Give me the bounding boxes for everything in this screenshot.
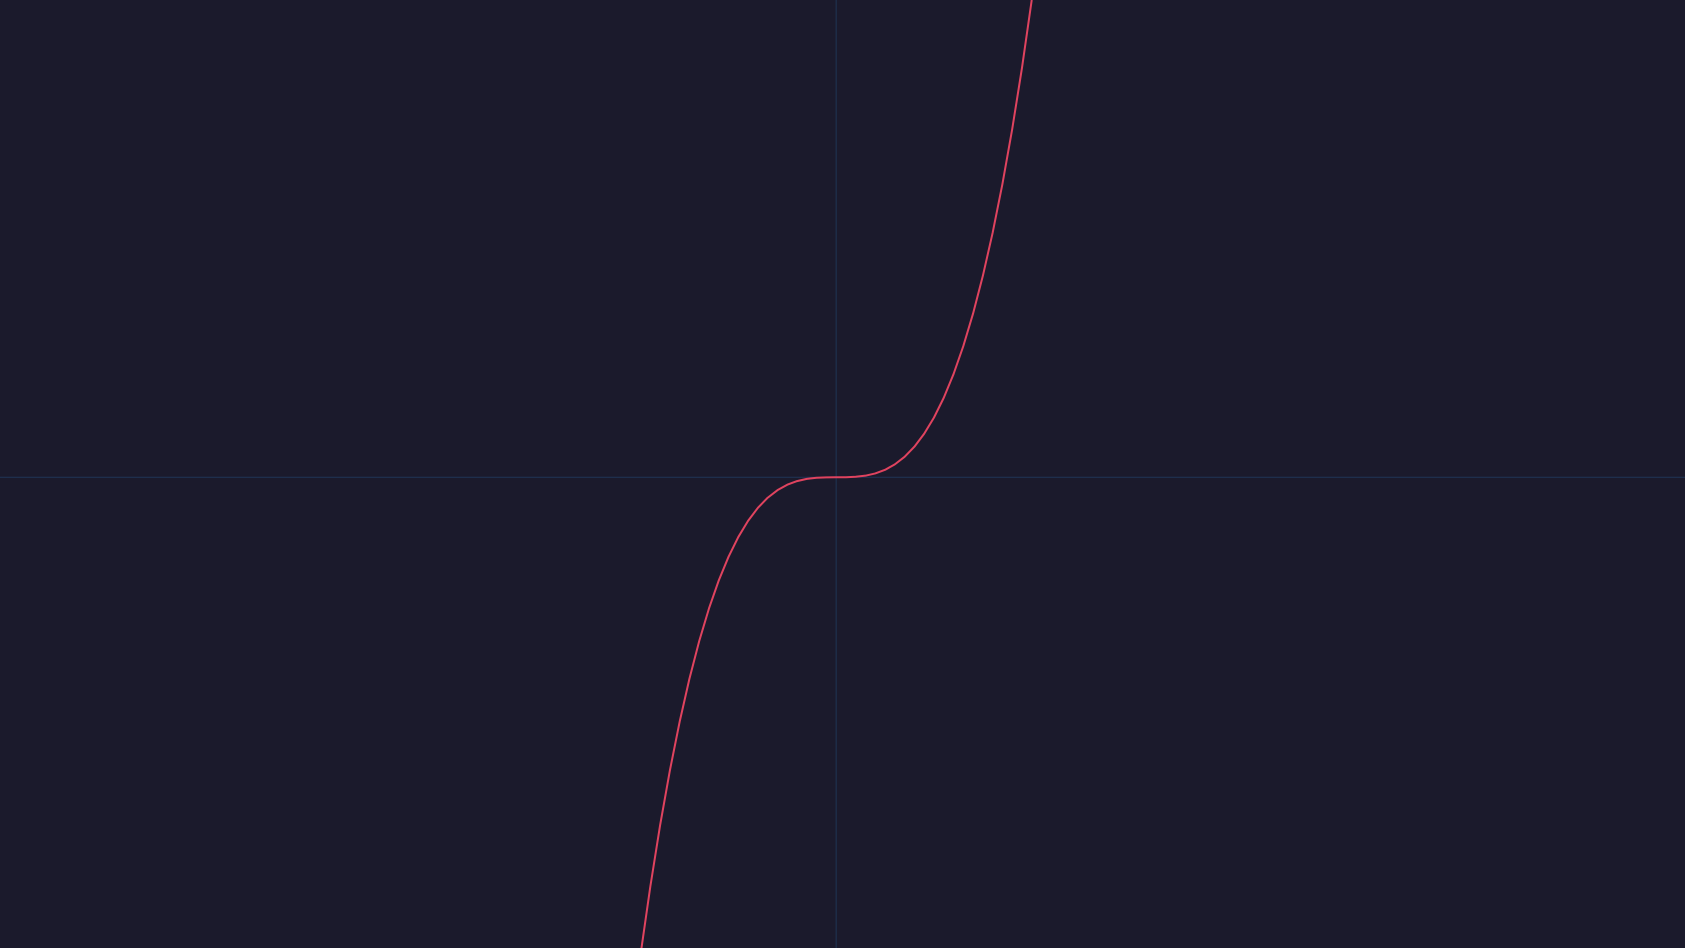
curve: [640, 0, 1033, 948]
